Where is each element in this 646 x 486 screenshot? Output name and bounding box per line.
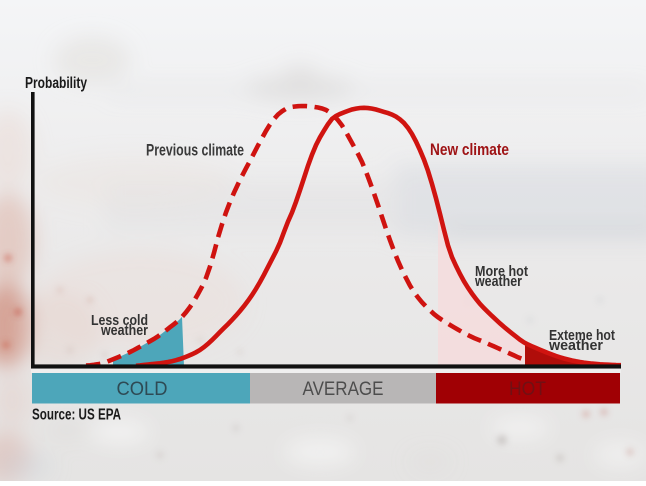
svg-text:COLD: COLD <box>117 378 168 400</box>
svg-text:HOT: HOT <box>509 378 546 400</box>
svg-text:weather: weather <box>548 338 603 354</box>
svg-text:weather: weather <box>100 323 148 339</box>
svg-text:weather: weather <box>474 274 522 290</box>
svg-text:Source: US EPA: Source: US EPA <box>32 407 121 424</box>
svg-text:AVERAGE: AVERAGE <box>303 378 384 400</box>
svg-text:Probability: Probability <box>25 75 87 92</box>
svg-text:More hot: More hot <box>475 264 528 280</box>
svg-text:Less cold: Less cold <box>91 313 148 329</box>
svg-text:Previous climate: Previous climate <box>146 142 244 160</box>
svg-text:Exteme hot: Exteme hot <box>549 328 615 344</box>
svg-text:New climate: New climate <box>430 141 509 159</box>
